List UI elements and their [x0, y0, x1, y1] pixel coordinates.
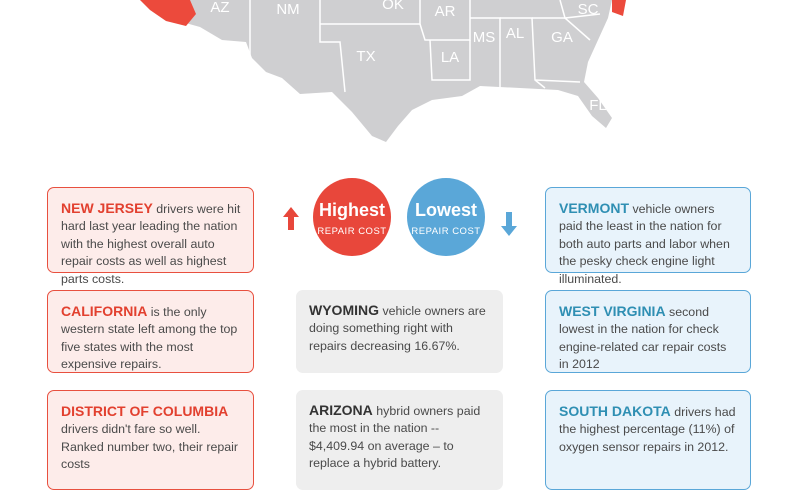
card-state: WYOMING: [309, 302, 379, 318]
state-label: TX: [356, 48, 375, 65]
card-state: NEW JERSEY: [61, 200, 153, 216]
badge-title: Highest: [318, 200, 385, 220]
state-borders: [249, 0, 601, 93]
card-text: drivers didn't fare so well. Ranked numb…: [61, 422, 238, 472]
state-label: OK: [382, 0, 404, 13]
card-state: CALIFORNIA: [61, 303, 148, 319]
badge-subtitle: REPAIR COST: [411, 226, 481, 237]
page: {"map": {"labels": ["AZ", "NM", "OK", "A…: [47, 0, 751, 490]
map-region: [180, 0, 612, 142]
info-card: DISTRICT OF COLUMBIA drivers didn't fare…: [47, 390, 254, 490]
info-card: ARIZONA hybrid owners paid the most in t…: [296, 390, 503, 490]
info-card: WEST VIRGINIA second lowest in the natio…: [545, 290, 751, 373]
state-label: NM: [276, 1, 299, 18]
card-text: second lowest in the nation for check en…: [559, 305, 727, 372]
info-card: WYOMING vehicle owners are doing somethi…: [296, 290, 503, 373]
state-label: AZ: [210, 0, 229, 16]
card-text: is the only western state left among the…: [61, 305, 238, 372]
card-state: ARIZONA: [309, 402, 373, 418]
state-label: MS: [473, 29, 496, 46]
info-card: CALIFORNIA is the only western state lef…: [47, 290, 254, 373]
california: [140, 0, 196, 26]
state-label: LA: [441, 49, 459, 66]
badge-title: Lowest: [414, 200, 477, 220]
state-labels: AZ NM OK AR SC MS AL GA TX LA FL: [210, 0, 606, 114]
state-label: FL: [589, 97, 607, 114]
card-state: WEST VIRGINIA: [559, 303, 666, 319]
us-map: AZ NM OK AR SC MS AL GA TX LA FL: [140, 0, 626, 142]
state-label: AL: [506, 25, 524, 42]
state-label: AR: [435, 3, 456, 20]
card-text: drivers were hit hard last year leading …: [61, 202, 241, 286]
new-jersey: [612, 0, 626, 16]
state-label: SC: [578, 1, 599, 18]
card-text: vehicle owners paid the least in the nat…: [559, 202, 730, 286]
lowest-badge: Lowest REPAIR COST: [407, 178, 485, 256]
badge-subtitle: REPAIR COST: [317, 226, 387, 237]
card-text: vehicle owners are doing something right…: [309, 304, 486, 353]
state-label: GA: [551, 29, 573, 46]
info-card: SOUTH DAKOTA drivers had the highest per…: [545, 390, 751, 490]
card-state: SOUTH DAKOTA: [559, 403, 671, 419]
up-arrow: [283, 207, 299, 230]
card-state: VERMONT: [559, 200, 629, 216]
highest-badge: Highest REPAIR COST: [313, 178, 391, 256]
info-card: VERMONT vehicle owners paid the least in…: [545, 187, 751, 286]
info-card: NEW JERSEY drivers were hit hard last ye…: [47, 187, 254, 286]
down-arrow: [501, 212, 517, 236]
card-state: DISTRICT OF COLUMBIA: [61, 403, 229, 419]
